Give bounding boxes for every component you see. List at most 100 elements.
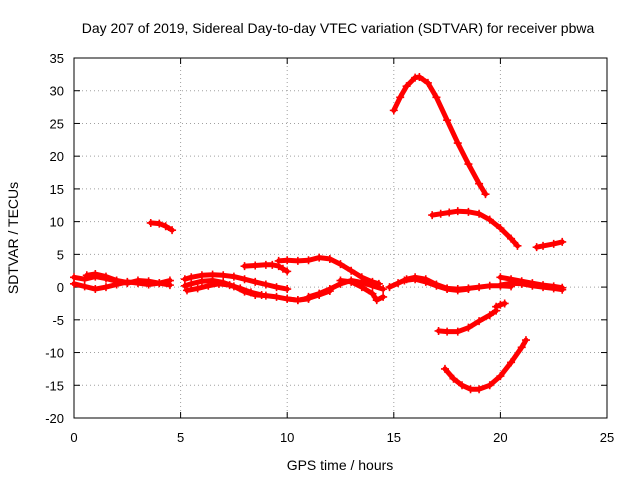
data-point: [257, 290, 266, 299]
data-point: [283, 267, 292, 276]
data-point: [268, 260, 277, 269]
data-point: [293, 256, 302, 265]
data-point: [293, 296, 302, 305]
data-point: [304, 256, 313, 265]
x-tick-label: 10: [280, 430, 294, 445]
data-point: [453, 207, 462, 216]
series-line: [276, 255, 382, 287]
data-point: [517, 279, 526, 288]
data-point: [357, 283, 366, 292]
data-point: [144, 280, 153, 289]
data-point: [432, 93, 441, 102]
series-arc-11: [336, 276, 388, 305]
series-arc-16: [428, 207, 522, 250]
data-point: [240, 275, 249, 284]
series-arc-12: [283, 287, 334, 305]
data-point: [496, 273, 505, 282]
data-point: [507, 358, 516, 367]
data-point: [225, 281, 234, 290]
x-tick-label: 25: [600, 430, 614, 445]
plot-frame: [73, 57, 608, 419]
y-axis-label: SDTVAR / TECUs: [5, 182, 21, 294]
data-point: [464, 160, 473, 169]
data-point: [507, 279, 516, 288]
data-point: [400, 276, 409, 285]
data-point: [112, 276, 121, 285]
data-point: [91, 285, 100, 294]
y-tick-labels: -20 -15 -10 -5 0 5 10 15 20 25 30 35: [45, 51, 64, 426]
data-point: [539, 283, 548, 292]
data-point: [411, 275, 420, 284]
data-point: [101, 272, 110, 281]
data-point: [481, 190, 490, 199]
data-point: [91, 270, 100, 278]
data-point: [475, 385, 484, 394]
y-tick-label: 20: [50, 149, 64, 164]
data-point: [182, 286, 191, 295]
data-point: [428, 211, 437, 220]
data-point: [449, 374, 458, 383]
data-point: [507, 234, 516, 243]
data-point: [197, 277, 206, 286]
data-point: [278, 264, 287, 273]
data-point: [453, 327, 462, 336]
series-arc-17: [434, 306, 501, 336]
y-tick-label: -20: [45, 411, 64, 426]
data-point: [283, 294, 292, 303]
data-point: [347, 266, 356, 275]
data-point: [485, 381, 494, 390]
data-point: [443, 327, 452, 336]
data-point: [500, 299, 509, 308]
data-point: [325, 287, 334, 296]
data-point: [496, 300, 505, 309]
x-tick-labels: 0 5 10 15 20 25: [70, 430, 614, 445]
data-point: [436, 209, 445, 218]
series-arc-7: [182, 279, 266, 299]
data-point: [453, 139, 462, 148]
data-point: [532, 243, 541, 252]
data-point: [421, 277, 430, 286]
data-point: [325, 254, 334, 263]
data-point: [168, 226, 177, 235]
data-point: [443, 116, 452, 125]
data-point: [539, 241, 548, 250]
data-series: [70, 72, 567, 394]
series-arc-8: [240, 260, 292, 276]
data-point: [464, 285, 473, 294]
y-tick-label: -15: [45, 378, 64, 393]
chart-title: Day 207 of 2019, Sidereal Day-to-day VTE…: [82, 20, 595, 36]
data-point: [558, 237, 567, 246]
data-point: [272, 283, 281, 292]
data-point: [496, 372, 505, 381]
x-tick-label: 15: [387, 430, 401, 445]
series-line: [429, 208, 520, 249]
data-point: [336, 276, 345, 285]
data-point: [385, 283, 394, 292]
data-point: [180, 281, 189, 290]
series-arc-13: [389, 72, 490, 199]
data-point: [368, 281, 377, 290]
y-tick-label: 25: [50, 116, 64, 131]
data-point: [80, 282, 89, 291]
data-point: [513, 241, 522, 250]
data-point: [445, 208, 454, 217]
data-point: [219, 271, 228, 280]
data-point: [165, 276, 174, 285]
data-point: [155, 219, 164, 228]
data-point: [466, 385, 475, 394]
y-tick-label: 35: [50, 51, 64, 66]
series-line: [442, 337, 529, 392]
data-point: [443, 285, 452, 294]
data-point: [315, 253, 324, 262]
data-point: [485, 281, 494, 290]
y-tick-label: -5: [52, 313, 64, 328]
grid: [74, 58, 607, 418]
data-point: [193, 284, 202, 293]
data-point: [464, 207, 473, 216]
y-tick-label: 0: [57, 280, 64, 295]
data-point: [304, 294, 313, 303]
data-point: [283, 256, 292, 265]
data-point: [82, 271, 91, 280]
data-point: [394, 279, 403, 288]
